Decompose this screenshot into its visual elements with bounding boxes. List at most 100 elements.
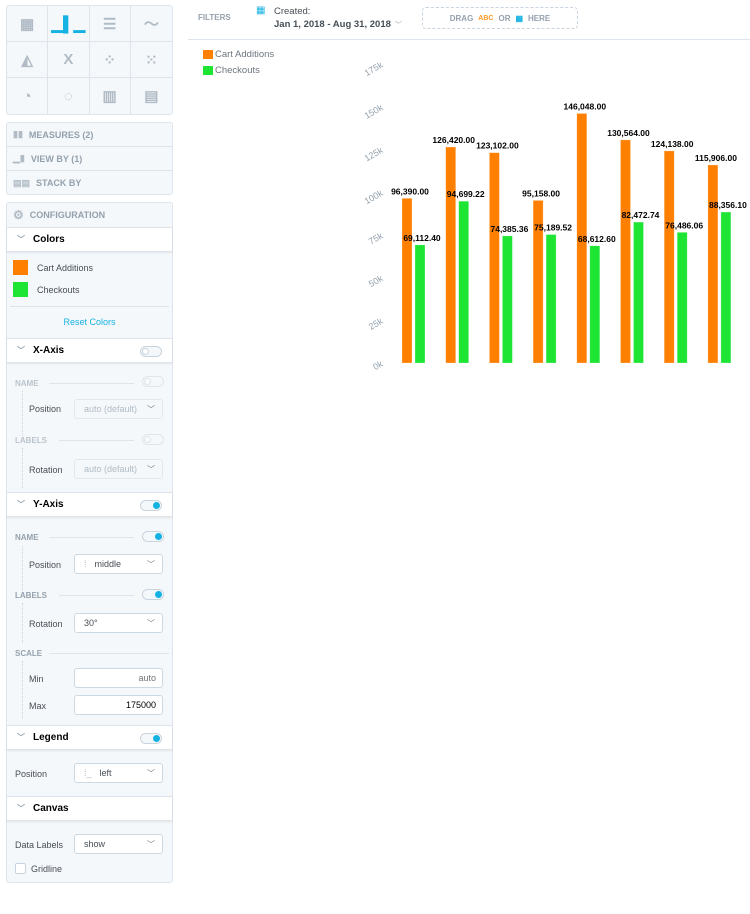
measures-bucket[interactable]: ▮▮ MEASURES (2) xyxy=(7,123,172,147)
gridline-checkbox[interactable] xyxy=(15,863,26,874)
y-axis-position-select[interactable]: ⁞ middle ﹀ xyxy=(74,554,163,574)
chart-type-scatter[interactable]: ⁘ xyxy=(89,42,131,78)
canvas-section-header[interactable]: ﹀ Canvas xyxy=(7,796,172,821)
data-label: 76,486.06 xyxy=(665,220,703,230)
legend-toggle[interactable] xyxy=(140,733,162,744)
chevron-down-icon: ﹀ xyxy=(147,404,155,414)
line-chart-icon: 〜 xyxy=(143,16,159,33)
chart-type-donut[interactable]: ◌ xyxy=(48,78,90,114)
colors-section-header[interactable]: ﹀ Colors xyxy=(7,227,172,252)
y-axis-toggle[interactable] xyxy=(140,500,162,511)
chart-type-line[interactable]: 〜 xyxy=(130,6,172,42)
chart-type-heatmap[interactable]: ▤ xyxy=(131,78,172,114)
color-swatch-cart-additions[interactable] xyxy=(13,260,28,275)
legend-item-cart-additions[interactable]: Cart Additions xyxy=(215,49,275,60)
x-axis-position-label: Position xyxy=(29,404,62,414)
data-label: 126,420.00 xyxy=(432,135,475,145)
chevron-down-icon: ﹀ xyxy=(17,733,25,742)
bar-chart-icon: ☰ xyxy=(102,15,117,33)
y-axis-rotation-label: Rotation xyxy=(29,619,63,629)
data-label: 124,138.00 xyxy=(651,139,694,149)
treemap-chart-icon: ▥ xyxy=(102,88,117,105)
gridline-label: Gridline xyxy=(31,864,63,874)
legend-position-select[interactable]: ⁞_ left ﹀ xyxy=(74,763,163,783)
data-label: 82,472.74 xyxy=(622,210,660,220)
x-axis-rotation-select[interactable]: auto (default) ﹀ xyxy=(74,459,163,479)
chevron-down-icon: ﹀ xyxy=(17,346,25,355)
y-axis-max-label: Max xyxy=(29,701,47,711)
legend-position-label: Position xyxy=(15,769,48,779)
table-chart-icon: ▦ xyxy=(20,15,35,33)
bubble-chart-icon: ⁙ xyxy=(145,51,158,69)
y-axis-tick-label: 150k xyxy=(363,102,385,121)
chart-type-headline[interactable]: X xyxy=(48,42,90,78)
chart-type-pie[interactable]: ◔ xyxy=(7,78,49,114)
y-axis-name-toggle[interactable] xyxy=(142,531,164,542)
view-by-bucket[interactable]: ▁▮ VIEW BY (1) xyxy=(7,147,172,171)
bar-checkouts xyxy=(502,235,513,364)
x-axis-position-select[interactable]: auto (default) ﹀ xyxy=(74,399,163,419)
data-label: 95,158.00 xyxy=(522,188,560,198)
chevron-down-icon: ﹀ xyxy=(147,768,155,778)
x-axis-toggle[interactable] xyxy=(140,346,162,357)
color-swatch-checkouts[interactable] xyxy=(13,282,28,297)
chevron-down-icon: ﹀ xyxy=(17,804,25,813)
y-axis-tick-label: 0k xyxy=(371,358,385,372)
calendar-icon: ▦ xyxy=(515,13,524,23)
bar-checkouts xyxy=(720,211,732,364)
y-axis-rotation-select[interactable]: 30° ﹀ xyxy=(74,613,163,633)
filter-drop-zone[interactable]: DRAG ABC OR ▦ HERE xyxy=(422,7,578,29)
legend-swatch-cart-additions xyxy=(203,50,213,59)
legend-section-header[interactable]: ﹀ Legend xyxy=(7,725,172,750)
legend-swatch-checkouts xyxy=(203,66,213,75)
configuration-header[interactable]: ⚙ CONFIGURATION xyxy=(13,208,106,222)
data-label: 96,390.00 xyxy=(391,186,429,196)
reset-colors-link[interactable]: Reset Colors xyxy=(63,317,116,327)
data-label: 94,699.22 xyxy=(447,189,485,199)
data-labels-label: Data Labels xyxy=(15,840,64,850)
y-axis-labels-toggle[interactable] xyxy=(142,589,164,600)
data-label: 146,048.00 xyxy=(564,101,607,111)
data-label: 69,112.40 xyxy=(403,233,441,243)
bar-cart-additions xyxy=(445,146,457,364)
y-axis-tick-label: 125k xyxy=(363,145,385,164)
chart-type-bubble[interactable]: ⁙ xyxy=(130,42,172,78)
data-labels-select[interactable]: show ﹀ xyxy=(74,834,163,854)
bar-checkouts xyxy=(676,232,688,364)
chevron-down-icon: ﹀ xyxy=(17,500,25,509)
bar-checkouts xyxy=(545,234,557,364)
y-axis-min-input[interactable] xyxy=(74,668,163,688)
x-axis-section-header[interactable]: ﹀ X-Axis xyxy=(7,338,172,363)
date-filter[interactable]: ▦ Created: Jan 1, 2018 - Aug 31, 2018 ﹀ xyxy=(256,5,402,30)
stack-by-bucket[interactable]: ▤▤ STACK BY xyxy=(13,177,82,189)
chevron-down-icon: ﹀ xyxy=(17,235,25,244)
stack-by-icon: ▤▤ xyxy=(13,177,31,188)
x-axis-rotation-label: Rotation xyxy=(29,465,63,475)
y-axis-tick-label: 175k xyxy=(363,59,385,78)
data-label: 130,564.00 xyxy=(607,128,650,138)
buckets-panel: ▮▮ MEASURES (2) ▁▮ VIEW BY (1) ▤▤ STACK BY xyxy=(6,122,173,195)
x-axis-name-toggle[interactable] xyxy=(142,376,164,387)
column-chart-icon: ▁▌▁ xyxy=(51,15,86,33)
scatter-chart-icon: ⁘ xyxy=(103,51,116,69)
measures-icon: ▮▮ xyxy=(13,129,23,139)
chart-type-treemap[interactable]: ▥ xyxy=(90,78,131,114)
y-axis-labels-caption: LABELS xyxy=(15,591,47,600)
area-chart-icon: ◭ xyxy=(21,51,33,69)
y-axis-section-header[interactable]: ﹀ Y-Axis xyxy=(7,492,172,517)
chart-type-column[interactable]: ▁▌▁ xyxy=(48,6,90,42)
filter-divider xyxy=(188,39,750,40)
chevron-down-icon: ﹀ xyxy=(147,464,155,474)
chart-type-area[interactable]: ◭ xyxy=(7,42,49,78)
color-label: Cart Additions xyxy=(37,263,94,273)
x-axis-labels-toggle[interactable] xyxy=(142,434,164,445)
bar-cart-additions xyxy=(663,150,675,364)
chart-type-bar[interactable]: ☰ xyxy=(89,6,131,42)
y-axis-max-input[interactable] xyxy=(74,695,163,715)
attribute-icon: ABC xyxy=(478,14,494,22)
x-axis-labels-caption: LABELS xyxy=(15,436,47,445)
legend-item-checkouts[interactable]: Checkouts xyxy=(215,65,260,76)
headline-chart-icon: X xyxy=(63,51,74,68)
chart-type-table[interactable]: ▦ xyxy=(7,6,49,42)
data-label: 68,612.60 xyxy=(578,234,616,244)
